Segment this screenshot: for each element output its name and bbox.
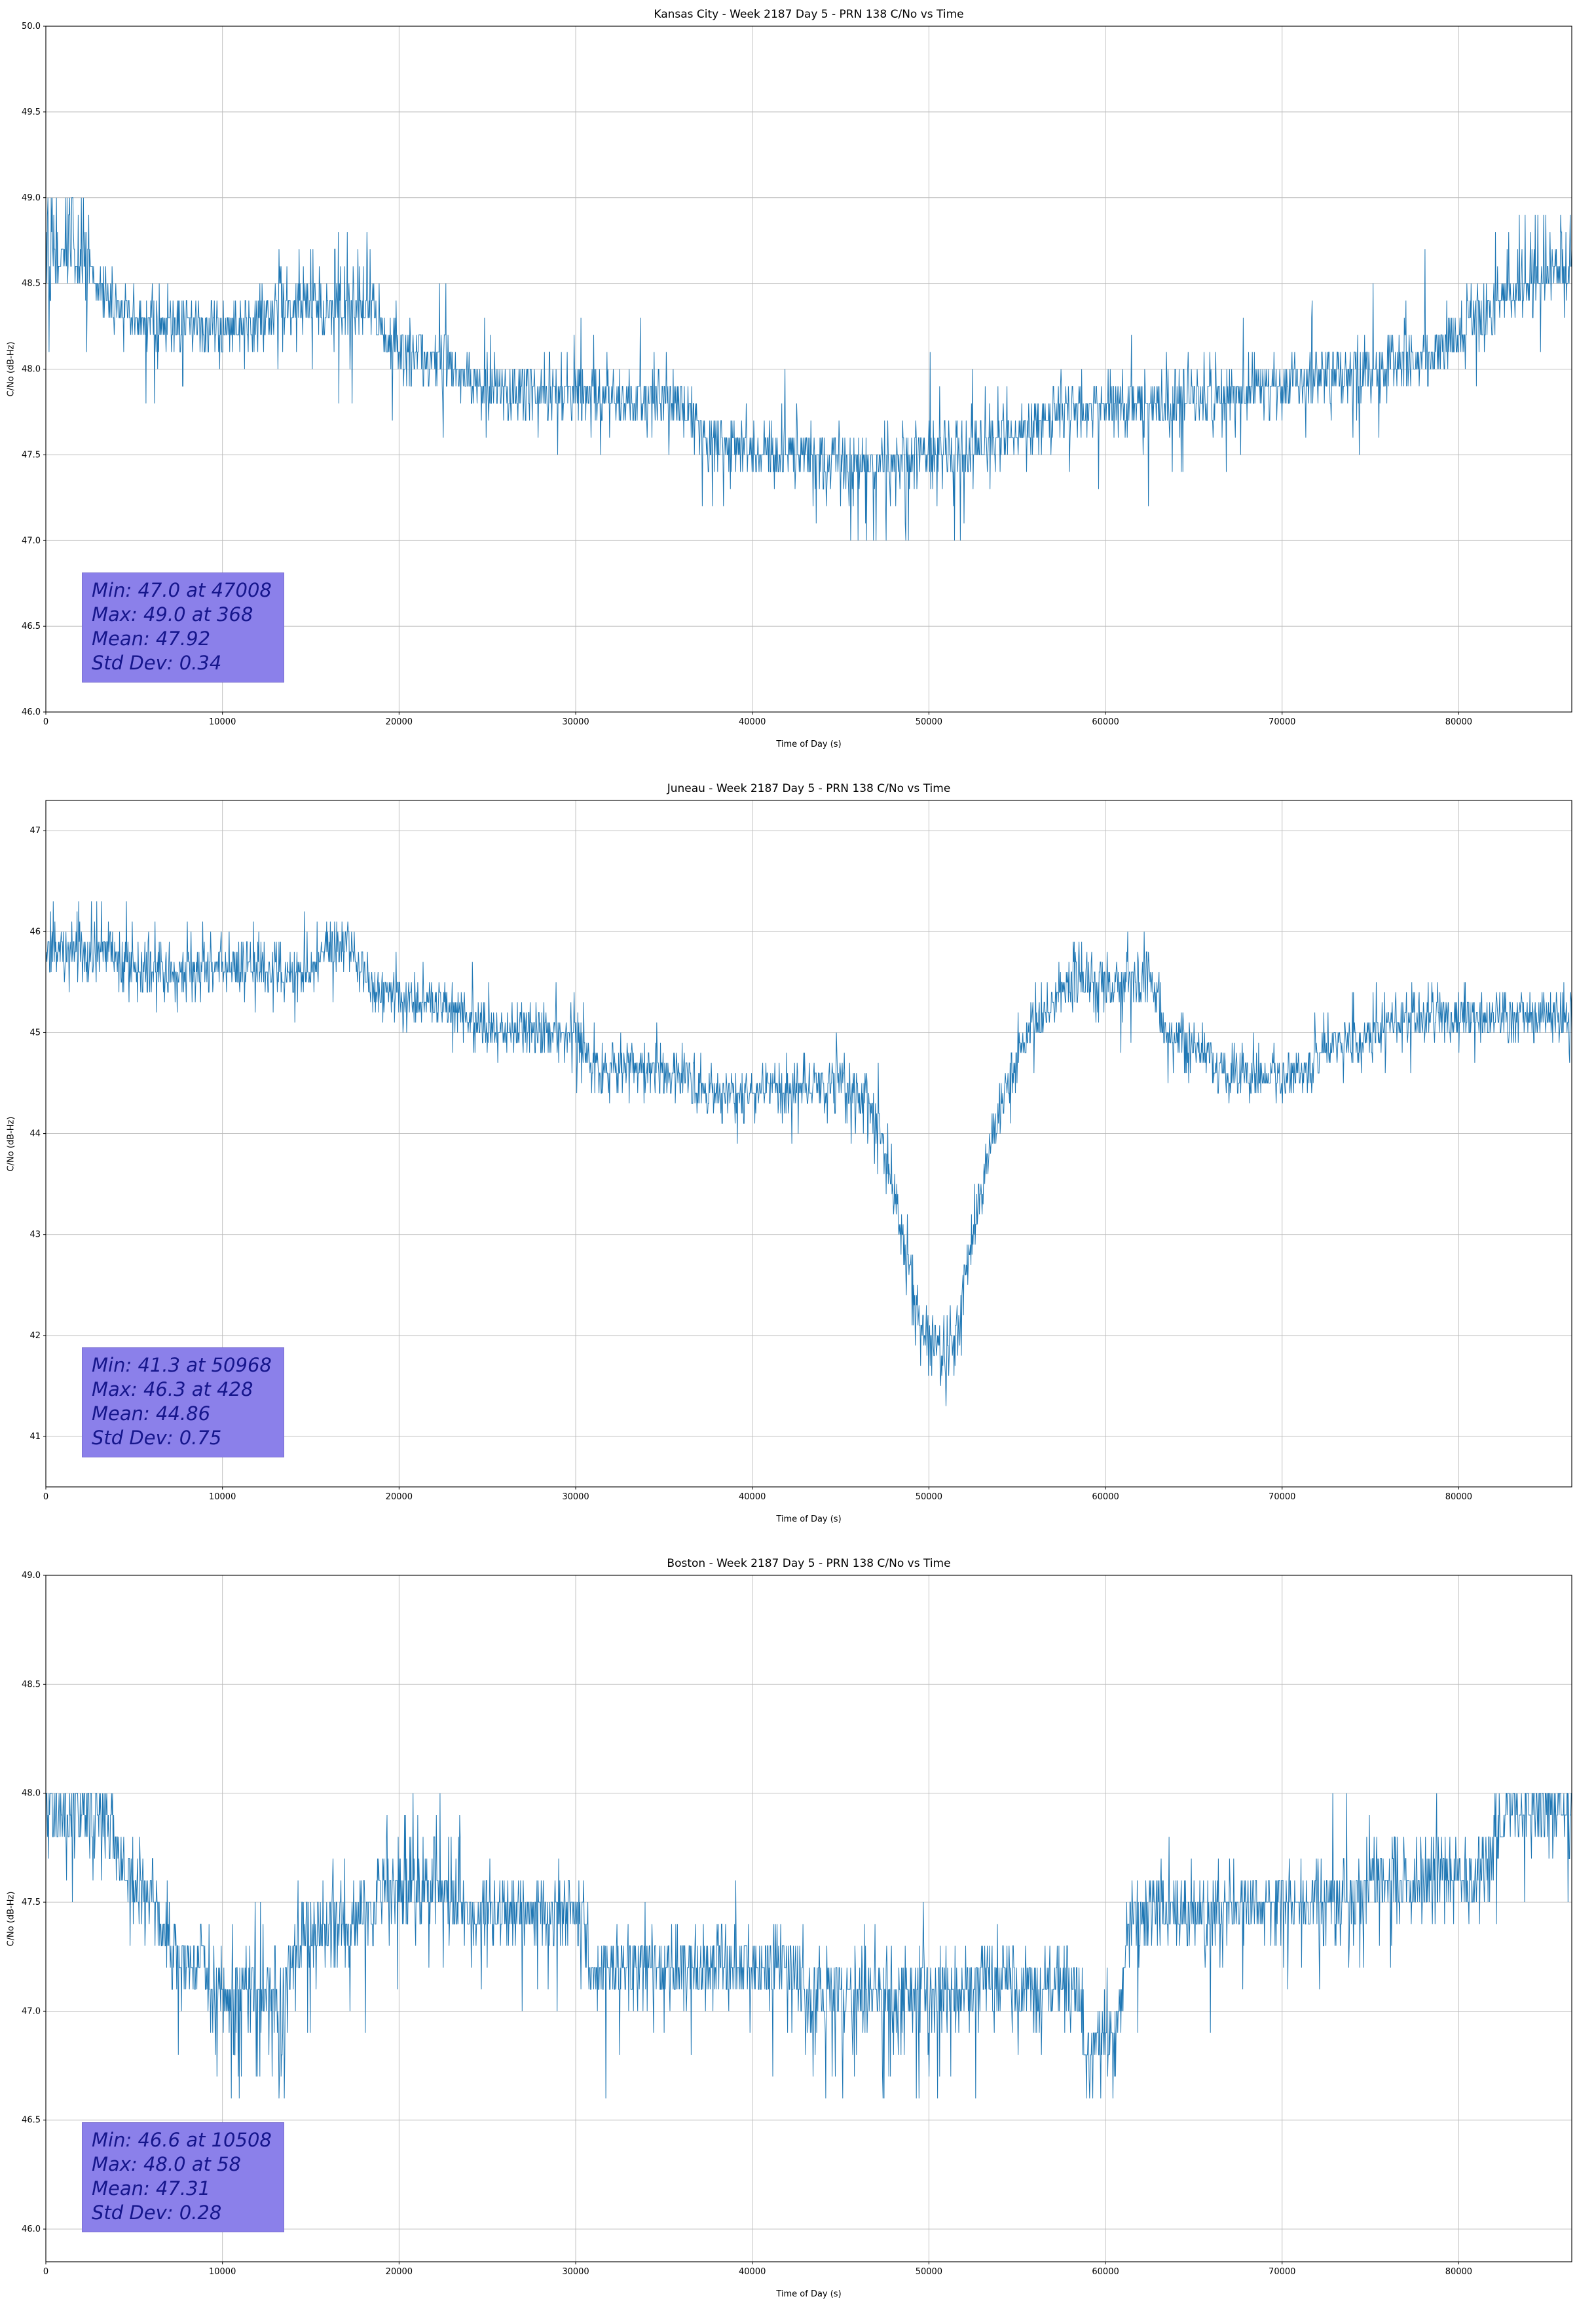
svg-text:50000: 50000	[916, 1492, 942, 1502]
svg-text:41: 41	[29, 1432, 41, 1442]
svg-text:46: 46	[29, 927, 41, 937]
svg-text:80000: 80000	[1445, 717, 1472, 727]
svg-text:47.5: 47.5	[22, 1898, 41, 1907]
stat-min: Min: 47.0 at 47008	[92, 578, 272, 601]
svg-text:40000: 40000	[739, 2267, 766, 2277]
chart-title: Kansas City - Week 2187 Day 5 - PRN 138 …	[654, 8, 964, 21]
svg-text:46.0: 46.0	[22, 707, 41, 717]
stat-stddev: Std Dev: 0.75	[92, 1426, 222, 1449]
stat-max: Max: 49.0 at 368	[92, 603, 253, 626]
x-axis-label: Time of Day (s)	[776, 1514, 842, 1524]
svg-text:48.0: 48.0	[22, 1789, 41, 1799]
svg-text:20000: 20000	[386, 717, 413, 727]
stat-max: Max: 46.3 at 428	[92, 1378, 253, 1400]
chart-title: Juneau - Week 2187 Day 5 - PRN 138 C/No …	[667, 782, 951, 795]
svg-text:48.5: 48.5	[22, 279, 41, 289]
svg-text:47.0: 47.0	[22, 2006, 41, 2016]
stat-min: Min: 41.3 at 50968	[92, 1353, 272, 1376]
svg-text:70000: 70000	[1269, 1492, 1295, 1502]
svg-text:49.0: 49.0	[22, 193, 41, 203]
svg-text:40000: 40000	[739, 1492, 766, 1502]
svg-text:70000: 70000	[1269, 2267, 1295, 2277]
svg-text:49.5: 49.5	[22, 107, 41, 117]
svg-text:44: 44	[29, 1129, 41, 1139]
svg-text:48.0: 48.0	[22, 365, 41, 375]
svg-text:80000: 80000	[1445, 2267, 1472, 2277]
svg-text:48.5: 48.5	[22, 1679, 41, 1689]
plot-area: 0 10000 20000 30000 40000 50000 60000 70000 8000…	[22, 1571, 1572, 2277]
svg-text:0: 0	[43, 717, 48, 727]
stat-mean: Mean: 47.31	[92, 2177, 211, 2200]
svg-text:49.0: 49.0	[22, 1571, 41, 1581]
x-axis-label: Time of Day (s)	[776, 740, 842, 749]
stats-annotation: Min: 47.0 at 47008 Max: 49.0 at 368 Mean…	[82, 572, 284, 683]
svg-text:30000: 30000	[562, 2267, 589, 2277]
svg-text:43: 43	[29, 1230, 41, 1240]
stats-annotation: Min: 41.3 at 50968 Max: 46.3 at 428 Mean…	[82, 1347, 284, 1457]
svg-text:30000: 30000	[562, 1492, 589, 1502]
svg-text:30000: 30000	[562, 717, 589, 727]
svg-text:20000: 20000	[386, 2267, 413, 2277]
stat-min: Min: 46.6 at 10508	[92, 2128, 272, 2151]
svg-text:20000: 20000	[386, 1492, 413, 1502]
svg-text:10000: 10000	[209, 2267, 236, 2277]
chart-title: Boston - Week 2187 Day 5 - PRN 138 C/No …	[667, 1557, 951, 1570]
stat-mean: Mean: 44.86	[92, 1402, 211, 1425]
stat-stddev: Std Dev: 0.28	[92, 2201, 222, 2224]
plot-area: 0 10000 20000 30000 40000 50000 60000 70000 8000…	[22, 22, 1572, 727]
svg-text:60000: 60000	[1092, 717, 1119, 727]
chart-juneau: Juneau - Week 2187 Day 5 - PRN 138 C/No …	[0, 774, 1577, 1549]
stat-mean: Mean: 47.92	[92, 627, 211, 650]
stat-stddev: Std Dev: 0.34	[92, 651, 222, 674]
svg-text:42: 42	[29, 1331, 41, 1341]
svg-text:46.0: 46.0	[22, 2224, 41, 2234]
svg-text:47: 47	[29, 826, 41, 836]
chart-boston: Boston - Week 2187 Day 5 - PRN 138 C/No …	[0, 1549, 1577, 2324]
chart-kansas-city: Kansas City - Week 2187 Day 5 - PRN 138 …	[0, 0, 1577, 774]
svg-text:40000: 40000	[739, 717, 766, 727]
stats-annotation: Min: 46.6 at 10508 Max: 48.0 at 58 Mean:…	[82, 2122, 284, 2232]
svg-text:80000: 80000	[1445, 1492, 1472, 1502]
svg-text:50.0: 50.0	[22, 22, 41, 31]
svg-text:60000: 60000	[1092, 2267, 1119, 2277]
svg-text:47.0: 47.0	[22, 536, 41, 546]
svg-text:70000: 70000	[1269, 717, 1295, 727]
svg-text:0: 0	[43, 2267, 48, 2277]
svg-text:47.5: 47.5	[22, 450, 41, 460]
svg-text:60000: 60000	[1092, 1492, 1119, 1502]
svg-text:50000: 50000	[916, 717, 942, 727]
svg-text:50000: 50000	[916, 2267, 942, 2277]
stat-max: Max: 48.0 at 58	[92, 2152, 241, 2175]
x-axis-label: Time of Day (s)	[776, 2289, 842, 2299]
plot-area: 0 10000 20000 30000 40000 50000 60000 70000 8000…	[29, 800, 1572, 1502]
svg-text:0: 0	[43, 1492, 48, 1502]
svg-text:45: 45	[29, 1028, 41, 1038]
svg-text:10000: 10000	[209, 1492, 236, 1502]
svg-text:10000: 10000	[209, 717, 236, 727]
svg-text:46.5: 46.5	[22, 622, 41, 631]
svg-text:46.5: 46.5	[22, 2116, 41, 2126]
